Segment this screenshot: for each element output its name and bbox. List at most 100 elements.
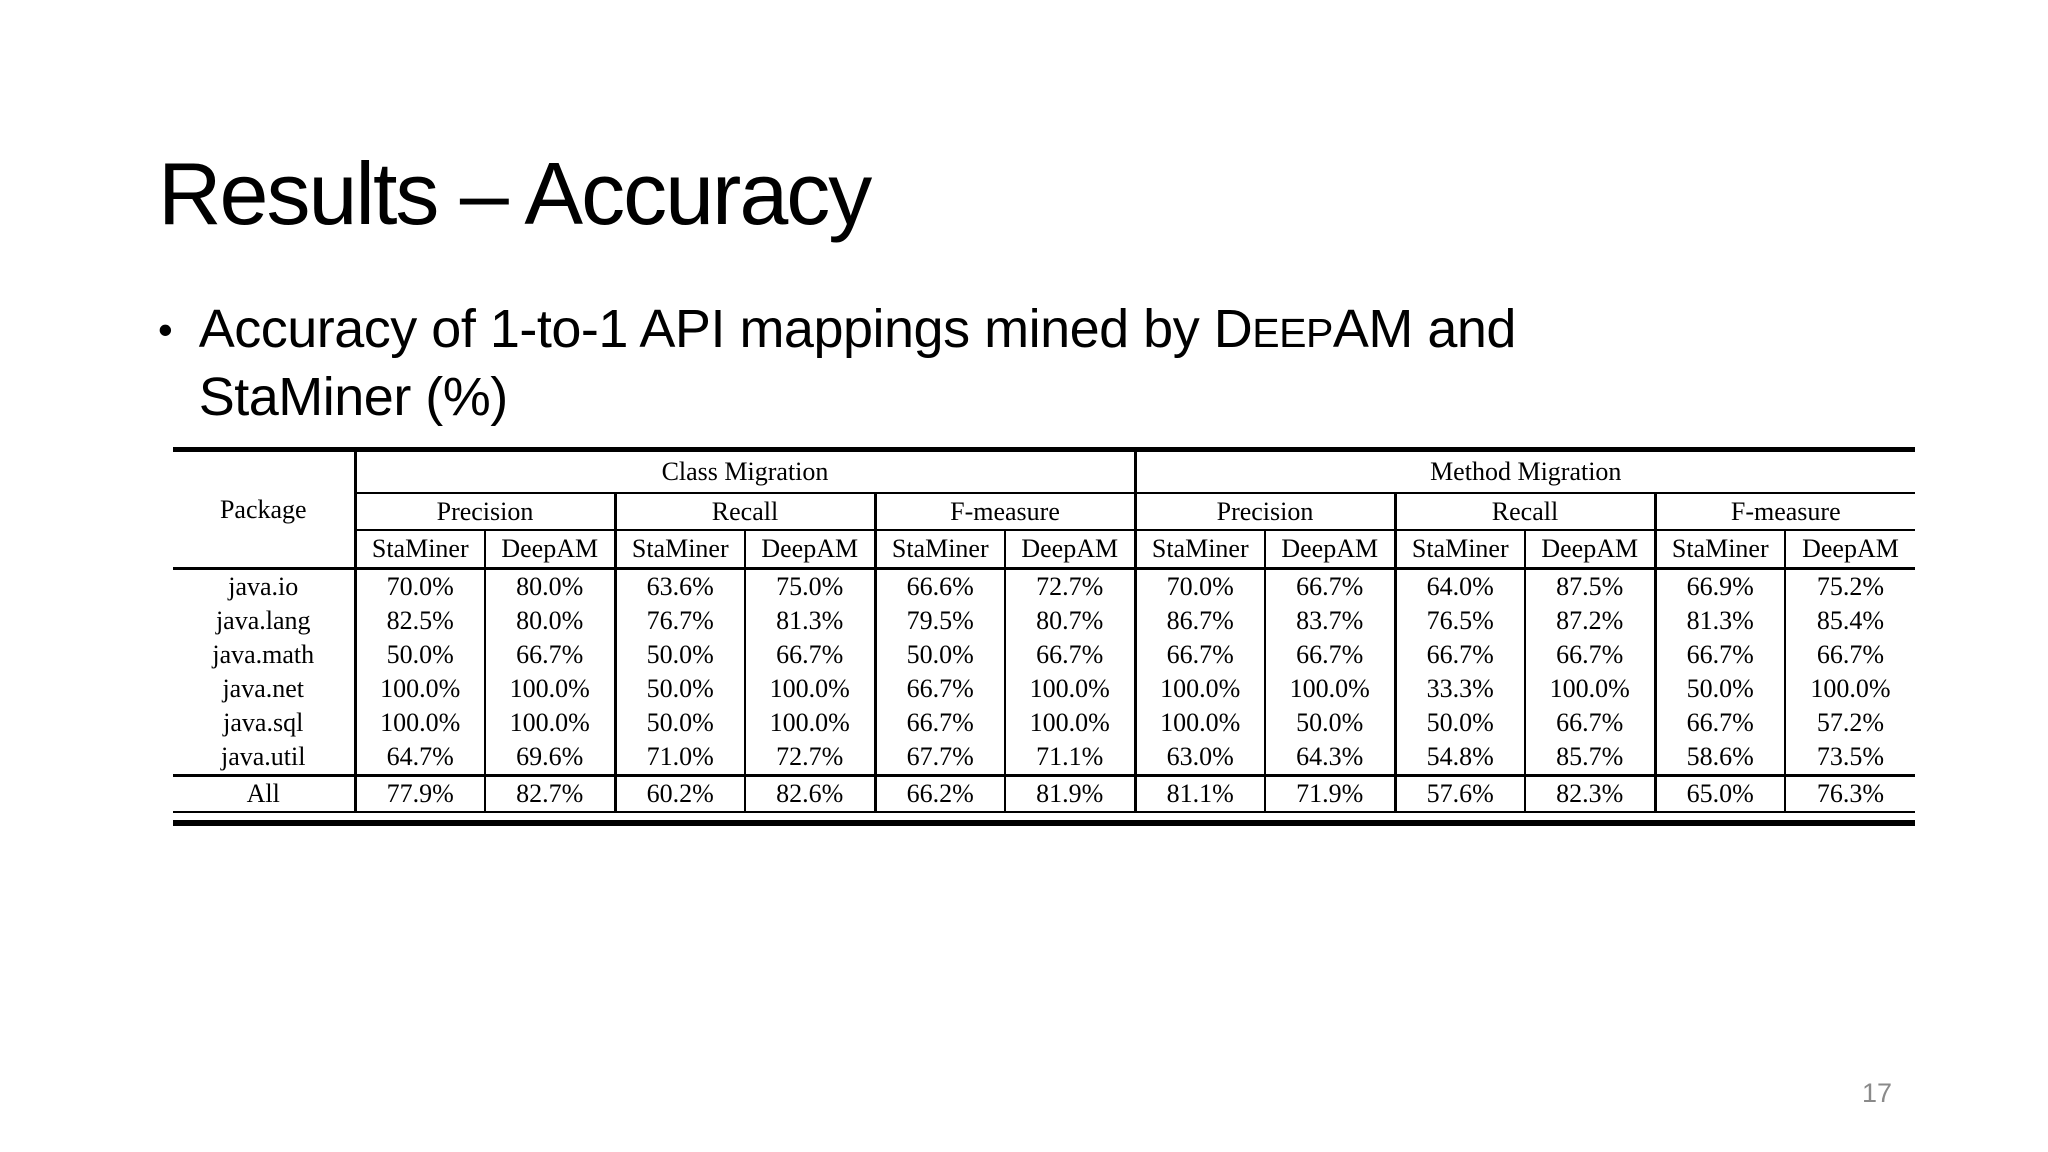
value-cell: 100.0% [355,706,486,740]
package-cell: java.net [173,672,357,706]
value-cell: 66.7% [1655,638,1786,672]
value-cell: 66.7% [1265,568,1397,604]
value-cell: 65.0% [1655,774,1786,813]
results-table-body: java.io 70.0% 80.0% 63.6% 75.0% 66.6% 72.7% 70.… [173,568,1915,813]
miner-header: DeepAM [1785,530,1915,570]
value-cell: 66.6% [875,568,1006,604]
value-cell: 50.0% [1265,706,1397,740]
bullet-line1-pre: Accuracy of 1-to-1 API mappings mined by… [198,299,1253,359]
value-cell: 81.9% [1005,774,1137,813]
package-cell: java.math [173,638,357,672]
value-cell: 75.0% [745,568,877,604]
value-cell: 81.1% [1135,774,1266,813]
measure-header-precision: Precision [1135,493,1397,531]
value-cell: 50.0% [875,638,1006,672]
miner-header: DeepAM [745,530,877,570]
value-cell: 63.6% [615,568,746,604]
group-header-method-migration: Method Migration [1135,452,1915,494]
table-row: java.io 70.0% 80.0% 63.6% 75.0% 66.6% 72.7% 70.… [173,568,1915,604]
value-cell: 66.7% [485,638,617,672]
miner-header: DeepAM [1525,530,1657,570]
package-cell: java.util [173,740,357,776]
value-cell: 85.4% [1816,606,1885,635]
measure-header-row: Precision Recall F-measure Precision Rec… [173,493,1915,531]
value-cell: 67.7% [875,740,1006,776]
value-cell: 66.7% [745,638,877,672]
miner-header: StaMiner [1395,530,1526,570]
value-cell: 58.6% [1655,740,1786,776]
value-cell: 66.7% [875,706,1006,740]
value-cell: 82.6% [745,774,877,813]
value-cell: 57.6% [1395,774,1526,813]
value-cell: 76.7% [615,604,746,638]
value-cell: 82.5% [355,604,486,638]
deepam-smallcaps: EEP [1252,310,1333,356]
value-cell: 71.1% [1005,740,1137,776]
results-table-wrap: Package Class Migration Method Migration… [173,447,1915,826]
table-row: java.math 50.0% 66.7% 50.0% 66.7% 50.0% 66.7% 6… [173,638,1915,672]
value-cell: 64.3% [1265,740,1397,776]
value-cell: 66.7% [1005,638,1137,672]
value-cell: 50.0% [615,638,746,672]
value-cell: 73.5% [1816,742,1885,771]
package-cell: java.sql [173,706,357,740]
measure-header-f-measure: F-measure [1655,493,1915,531]
value-cell: 87.2% [1525,604,1657,638]
value-cell: 80.0% [485,604,617,638]
value-cell: 66.2% [875,774,1006,813]
value-cell: 60.2% [615,774,746,813]
value-cell: 100.0% [745,672,877,706]
measure-header-recall: Recall [615,493,877,531]
bullet-text: Accuracy of 1-to-1 API mappings mined by… [198,297,1517,429]
miner-header: DeepAM [1005,530,1137,570]
results-table-header: Package Class Migration Method Migration… [173,452,1915,570]
value-cell: 50.0% [1395,706,1526,740]
value-cell: 100.0% [1135,672,1266,706]
value-cell: 66.7% [1525,638,1657,672]
miner-header: StaMiner [875,530,1006,570]
value-cell: 70.0% [1135,568,1266,604]
value-cell: 100.0% [355,672,486,706]
value-cell: 80.0% [485,568,617,604]
value-cell: 54.8% [1395,740,1526,776]
value-cell: 83.7% [1265,604,1397,638]
bullet-line-1: Accuracy of 1-to-1 API mappings mined by… [198,297,1517,365]
value-cell: 66.9% [1655,568,1786,604]
value-cell: 85.7% [1525,740,1657,776]
value-cell: 79.5% [875,604,1006,638]
value-cell: 72.7% [745,740,877,776]
miner-header: DeepAM [1265,530,1397,570]
value-cell: 50.0% [1655,672,1786,706]
value-cell: 100.0% [1005,706,1137,740]
value-cell: 50.0% [615,672,746,706]
miner-header: StaMiner [1135,530,1266,570]
value-cell: 66.7% [875,672,1006,706]
value-cell: 82.3% [1525,774,1657,813]
value-cell: 100.0% [1005,672,1137,706]
miner-header-row: StaMiner DeepAM StaMiner DeepAM StaMiner… [173,530,1915,570]
value-cell: 77.9% [355,774,486,813]
table-row: java.sql 100.0% 100.0% 50.0% 100.0% 66.7% 100.… [173,706,1915,740]
value-cell: 64.0% [1395,568,1526,604]
value-cell: 69.6% [485,740,617,776]
value-cell: 57.2% [1816,708,1885,737]
value-cell: 100.0% [745,706,877,740]
value-cell: 76.3% [1785,774,1915,813]
value-cell: 82.7% [485,774,617,813]
table-row: java.net 100.0% 100.0% 50.0% 100.0% 66.7% 100.… [173,672,1915,706]
value-cell: 72.7% [1005,568,1137,604]
bullet-item: • Accuracy of 1-to-1 API mappings mined … [158,297,1516,429]
bullet-line1-post: AM and [1332,299,1517,359]
package-cell: All [173,774,357,813]
package-cell: java.io [173,568,357,604]
measure-header-f-measure: F-measure [875,493,1137,531]
value-cell: 81.3% [1655,604,1786,638]
value-cell: 50.0% [615,706,746,740]
value-cell: 33.3% [1395,672,1526,706]
value-cell: 66.7% [1816,640,1885,669]
value-cell: 71.0% [615,740,746,776]
value-cell: 100.0% [485,672,617,706]
measure-header-recall: Recall [1395,493,1657,531]
value-cell: 76.5% [1395,604,1526,638]
miner-header: DeepAM [485,530,617,570]
